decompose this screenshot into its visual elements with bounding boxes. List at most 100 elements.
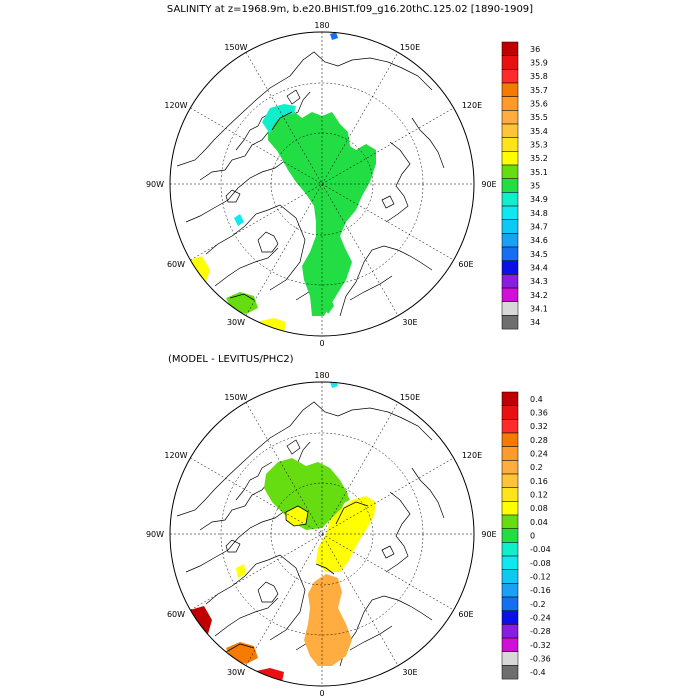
grid-lines [170, 382, 474, 686]
colorbar-tick-label: 0 [530, 532, 535, 541]
lon-label: 120W [164, 101, 187, 110]
colorbar-tick-label: 34.9 [530, 195, 548, 204]
cyan-patch-baffin [234, 214, 244, 226]
colorbar-tick-label: 35.2 [530, 154, 548, 163]
colorbar-swatch [501, 41, 519, 56]
longitude-labels: 180 150E 120E 90E 60E 30E 0 30W 60W 90W … [146, 371, 497, 698]
colorbar-tick-label: 34.1 [530, 305, 548, 314]
colorbar-tick-label: 34.2 [530, 291, 548, 300]
colorbar-tick-label: 35.3 [530, 141, 548, 150]
colorbar-tick-label: -0.24 [530, 614, 551, 623]
longitude-labels: 180 150E 120E 90E 60E 30E 0 30W 60W 90W … [146, 21, 497, 348]
lon-label: 120W [164, 451, 187, 460]
colorbar-swatch [501, 151, 519, 166]
lon-label: 30W [227, 668, 245, 677]
colorbar-tick-label: 35.5 [530, 113, 548, 122]
colorbar-tick-label: 0.16 [530, 477, 548, 486]
colorbar-tick-label: 0.2 [530, 463, 543, 472]
shaded-regions [190, 382, 376, 684]
colorbar-tick-label: 35.7 [530, 86, 548, 95]
colorbar-tick-label: 0.4 [530, 395, 543, 404]
greenland-sea-patch [322, 296, 334, 314]
figure-title: SALINITY at z=1968.9m, b.e20.BHIST.f09_g… [167, 4, 533, 15]
colorbar-swatch [501, 665, 519, 680]
colorbar-tick-label: -0.32 [530, 641, 551, 650]
colorbar-difference: 0.4 0.36 0.32 0.28 0.24 0.2 0.16 0.12 0.08 0.04 0 -… [501, 391, 551, 680]
colorbar-tick-label: 36 [530, 45, 540, 54]
yellow-patch-north-atlantic [256, 318, 286, 332]
colorbar-tick-label: -0.4 [530, 668, 546, 677]
colorbar-tick-label: 0.36 [530, 409, 548, 418]
map-panel-difference: 180 150E 120E 90E 60E 30E 0 30W 60W 90W … [146, 371, 551, 698]
colorbar-tick-label: -0.16 [530, 586, 551, 595]
lon-label: 90E [481, 530, 496, 539]
colorbar-tick-label: 34.4 [530, 264, 548, 273]
lon-label: 60E [458, 610, 473, 619]
colorbar-swatch [501, 391, 519, 406]
colorbar-swatch [501, 651, 519, 666]
colorbar-swatch [501, 542, 519, 557]
colorbar-tick-label: 0.04 [530, 518, 548, 527]
lon-label: 30E [402, 318, 417, 327]
orange-patch-irminger [226, 642, 258, 664]
red-patch-labrador [190, 606, 212, 634]
colorbar-swatch [501, 205, 519, 220]
lon-label: 30E [402, 668, 417, 677]
colorbar-swatch [501, 583, 519, 598]
colorbar-tick-label: 0.12 [530, 491, 548, 500]
lon-label: 0 [319, 689, 324, 698]
map-boundary [169, 31, 475, 337]
contour-line [271, 111, 293, 131]
cyan-patch-bering [330, 382, 338, 388]
colorbar-swatch [501, 528, 519, 543]
colorbar-tick-label: 0.28 [530, 436, 548, 445]
colorbar-swatch [501, 260, 519, 275]
colorbar-tick-label: 34.8 [530, 209, 548, 218]
lon-label: 30W [227, 318, 245, 327]
colorbar-swatch [501, 164, 519, 179]
yellow-patch-baffin [236, 564, 246, 578]
shaded-regions [190, 32, 376, 332]
colorbar-tick-label: -0.04 [530, 545, 551, 554]
colorbar-swatch [501, 637, 519, 652]
map-panel-salinity: 180 150E 120E 90E 60E 30E 0 30W 60W 90W … [146, 21, 548, 348]
lon-label: 0 [319, 339, 324, 348]
lon-label: 180 [314, 371, 329, 380]
colorbar-tick-label: -0.08 [530, 559, 551, 568]
grid-lines [170, 32, 474, 336]
lon-label: 150E [400, 393, 420, 402]
lon-label: 150W [224, 43, 247, 52]
yellow-patch-labrador [190, 256, 210, 282]
colorbar-swatch [501, 110, 519, 125]
colorbar-tick-label: 34.7 [530, 223, 548, 232]
orange-anomaly-nordic [304, 574, 352, 666]
colorbar-swatch [501, 137, 519, 152]
colorbar-tick-label: 0.08 [530, 504, 548, 513]
colorbar-swatch [501, 315, 519, 330]
colorbar-swatch [501, 219, 519, 234]
lon-label: 60W [167, 610, 185, 619]
colorbar-tick-label: 34.5 [530, 250, 548, 259]
colorbar-swatch [501, 473, 519, 488]
colorbar-tick-label: -0.12 [530, 573, 551, 582]
colorbar-swatch [501, 233, 519, 248]
colorbar-swatch [501, 246, 519, 261]
colorbar-tick-label: 0.24 [530, 450, 548, 459]
colorbar-swatch [501, 301, 519, 316]
colorbar-swatch [501, 514, 519, 529]
green-spot [338, 492, 350, 504]
colorbar-swatch [501, 82, 519, 97]
colorbar-swatch [501, 555, 519, 570]
lon-label: 120E [462, 451, 482, 460]
colorbar-swatch [501, 192, 519, 207]
lon-label: 180 [314, 21, 329, 30]
colorbar-swatch [501, 178, 519, 193]
colorbar-swatch [501, 501, 519, 516]
colorbar-tick-label: -0.28 [530, 627, 551, 636]
colorbar-tick-label: 35.1 [530, 168, 548, 177]
colorbar-tick-label: 35.9 [530, 59, 548, 68]
colorbar-tick-label: 34.6 [530, 236, 548, 245]
figure-subtitle: (MODEL - LEVITUS/PHC2) [168, 354, 294, 365]
contour-line [285, 505, 309, 527]
